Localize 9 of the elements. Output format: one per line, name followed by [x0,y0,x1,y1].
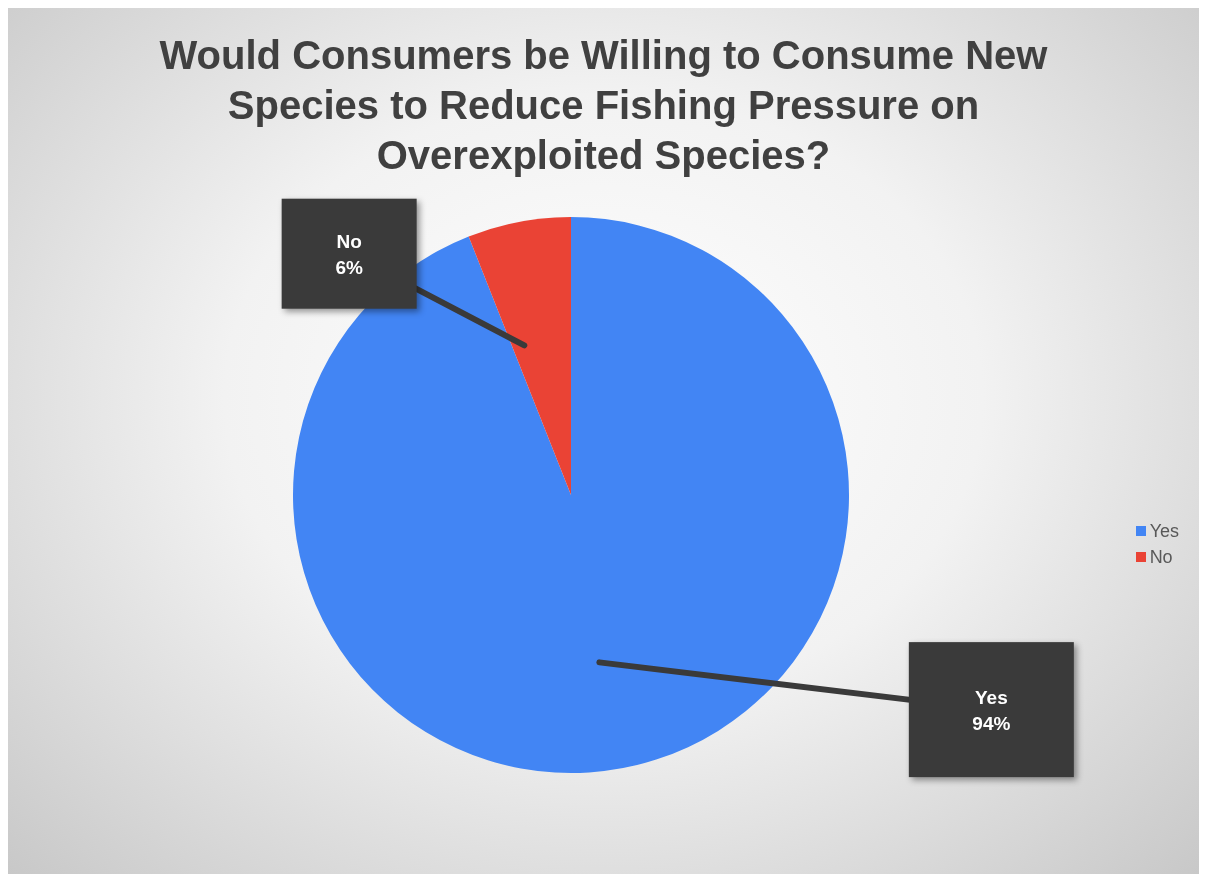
slice-label: No [336,230,362,252]
data-label: 94% [972,712,1011,734]
chart-title: Would Consumers be Willing to Consume New Species to Reduce Fishing Pressure on Overexploited Species? [158,32,1049,179]
data-label: 6% [335,256,363,278]
legend-label: No [1149,546,1173,569]
slice-label: Yes [974,686,1008,708]
legend-label: Yes [1149,520,1179,543]
pie-slice [293,217,849,773]
pie-slice [468,217,571,495]
